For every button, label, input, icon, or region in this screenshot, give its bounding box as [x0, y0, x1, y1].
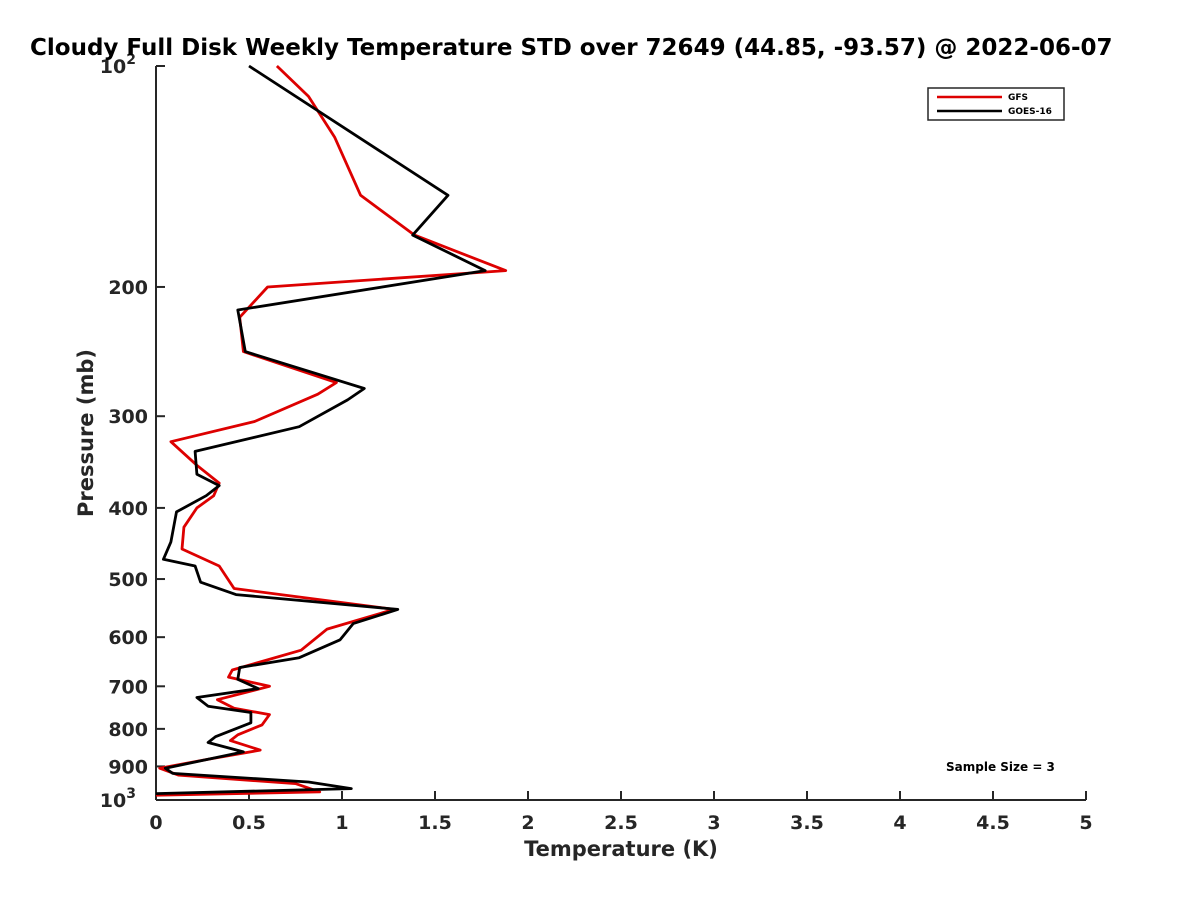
legend-box [927, 87, 1065, 121]
series-line-gfs [155, 64, 508, 797]
x-axis-label: Temperature (K) [524, 837, 718, 861]
x-tick-label: 3.5 [790, 812, 824, 834]
series-line-goes16 [155, 64, 487, 795]
legend-label-gfs: GFS [1008, 93, 1028, 103]
y-tick-label: 500 [108, 569, 148, 591]
y-tick-exponent: 2 [126, 52, 136, 68]
y-tick-label: 200 [108, 277, 148, 299]
y-tick-label: 800 [108, 719, 148, 741]
x-tick-label: 3 [707, 812, 720, 834]
x-tick-label: 0.5 [232, 812, 266, 834]
y-tick-label: 103 [100, 786, 136, 812]
x-tick-label: 2.5 [604, 812, 638, 834]
x-tick-label: 1.5 [418, 812, 452, 834]
x-tick-label: 1 [335, 812, 348, 834]
plot-area [155, 66, 1086, 801]
x-tick-label: 4 [893, 812, 906, 834]
chart-title: Cloudy Full Disk Weekly Temperature STD … [30, 35, 1113, 61]
x-tick-label: 5 [1079, 812, 1092, 834]
x-tick-label: 2 [521, 812, 534, 834]
legend-label-goes16: GOES-16 [1008, 107, 1052, 117]
x-tick-label: 4.5 [976, 812, 1010, 834]
x-ticks: 0 0.5 1 1.5 2 2.5 3 3.5 4 4.5 5 [149, 791, 1093, 834]
y-tick-label: 700 [108, 676, 148, 698]
x-tick-label: 0 [149, 812, 162, 834]
legend: GFS GOES-16 [927, 87, 1065, 121]
y-tick-label: 900 [108, 756, 148, 778]
series-layer [155, 64, 508, 797]
y-axis-label: Pressure (mb) [74, 349, 98, 517]
y-tick-label: 400 [108, 498, 148, 520]
y-tick-exponent: 3 [126, 786, 136, 802]
y-tick-label: 600 [108, 627, 148, 649]
sample-size-annotation: Sample Size = 3 [946, 760, 1055, 774]
y-tick-label: 300 [108, 406, 148, 428]
